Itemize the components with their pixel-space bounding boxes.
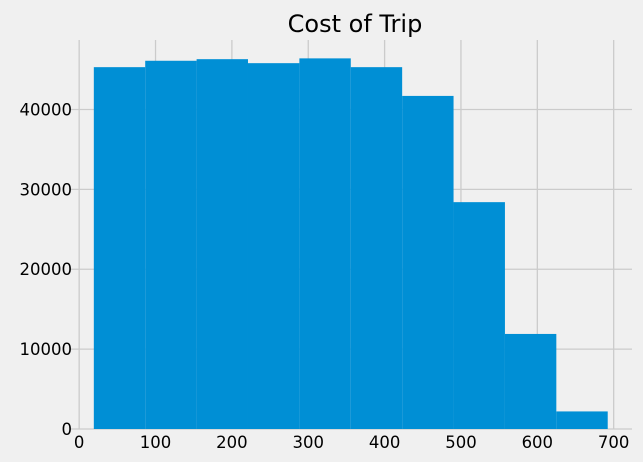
y-tick-label: 20000 (20, 260, 73, 279)
y-tick-label: 40000 (20, 100, 73, 119)
y-axis-tick-labels: 0 10000 20000 30000 40000 (20, 100, 73, 439)
histogram-bar (145, 60, 197, 429)
histogram-bar (196, 59, 248, 429)
y-tick-label: 30000 (20, 180, 73, 199)
chart-title: Cost of Trip (288, 10, 423, 38)
x-tick-label: 400 (369, 433, 401, 452)
x-tick-label: 500 (445, 433, 477, 452)
histogram-bar (556, 411, 608, 429)
x-axis-tick-labels: 0 100 200 300 400 500 600 700 (74, 433, 630, 452)
x-tick-label: 100 (140, 433, 172, 452)
histogram-bar (504, 333, 557, 429)
histogram-bars (93, 58, 608, 429)
x-tick-label: 300 (292, 433, 324, 452)
x-tick-label: 600 (522, 433, 554, 452)
histogram-bar (350, 67, 403, 429)
y-tick-label: 0 (62, 420, 73, 439)
x-tick-label: 200 (216, 433, 248, 452)
histogram-bar (93, 67, 146, 429)
histogram-bar (247, 63, 300, 429)
y-tick-label: 10000 (20, 340, 73, 359)
x-tick-label: 700 (598, 433, 630, 452)
x-tick-label: 0 (74, 433, 85, 452)
histogram-bar (299, 58, 351, 429)
histogram-bar (402, 95, 454, 429)
histogram-bar (453, 202, 505, 429)
